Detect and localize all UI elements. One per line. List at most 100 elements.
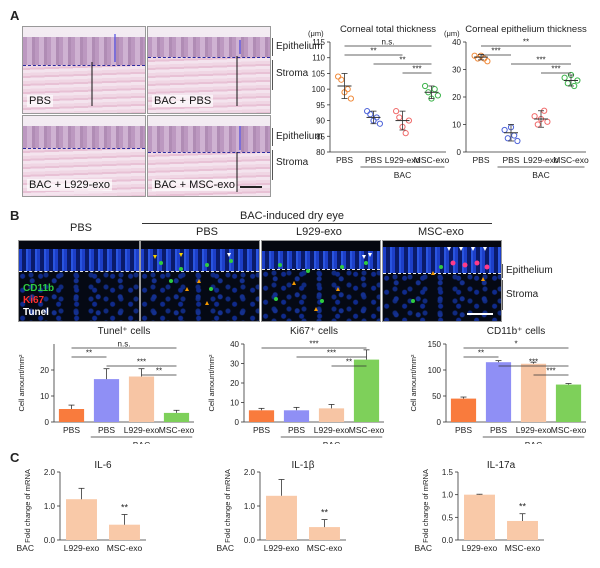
y-axis-label: Fold change of mRNA bbox=[23, 469, 32, 543]
panel-label-a: A bbox=[10, 8, 20, 23]
x-tick-label: PBS bbox=[98, 425, 115, 435]
bar bbox=[128, 376, 155, 422]
x-tick-label: MSC-exo bbox=[551, 425, 587, 435]
chart-cd11b-cells: CD11b⁺ cells 0 50 100 150 Cell amount/mm² PBS P… bbox=[409, 326, 587, 444]
bar bbox=[555, 384, 582, 422]
y-tick-label: 0 bbox=[457, 148, 462, 157]
significance-label: ** bbox=[156, 367, 162, 376]
fluorescence-bac-msc bbox=[382, 240, 502, 322]
stain-label-tunel: Tunel bbox=[23, 307, 49, 318]
chart-title: CD11b⁺ cells bbox=[487, 326, 545, 337]
x-tick-label: MSC-exo bbox=[307, 543, 343, 553]
scale-bar bbox=[240, 186, 262, 188]
data-point bbox=[335, 73, 342, 80]
y-tick-label: 40 bbox=[230, 340, 239, 349]
data-point bbox=[376, 120, 384, 127]
scale-bar bbox=[467, 313, 493, 315]
y-tick-label: 10 bbox=[452, 121, 461, 130]
data-point bbox=[484, 58, 491, 65]
significance-label: *** bbox=[536, 56, 545, 65]
bar bbox=[58, 409, 85, 422]
y-tick-label: 20 bbox=[230, 379, 239, 388]
y-tick-label: 2.0 bbox=[44, 468, 56, 477]
x-tick-label: L929-exo bbox=[385, 155, 421, 165]
bar bbox=[309, 527, 340, 540]
y-tick-label: 1.0 bbox=[44, 502, 56, 511]
micrograph-bac-msc: BAC + MSC-exo bbox=[147, 115, 271, 197]
y-axis-label: Cell amount/mm² bbox=[207, 354, 216, 412]
x-tick-label: PBS bbox=[490, 425, 507, 435]
data-point bbox=[534, 121, 541, 128]
group-label: BAC bbox=[217, 543, 234, 553]
data-point bbox=[514, 137, 521, 145]
significance-label: *** bbox=[529, 358, 538, 367]
chart-title: IL-17a bbox=[487, 460, 516, 471]
y-tick-label: 30 bbox=[452, 66, 461, 75]
bar bbox=[450, 398, 477, 422]
stain-label-cd11b: CD11b bbox=[23, 283, 55, 294]
bar bbox=[520, 363, 547, 422]
fluorescence-bac-pbs bbox=[140, 240, 260, 322]
significance-label: ** bbox=[399, 56, 405, 65]
fluorescence-pbs: CD11b Ki67 Tunel bbox=[18, 240, 140, 322]
group-label: BAC bbox=[525, 440, 542, 444]
y-tick-label: 105 bbox=[312, 69, 326, 78]
significance-label: n.s. bbox=[118, 340, 131, 349]
x-tick-label: L929-exo bbox=[314, 425, 350, 435]
x-tick-label: L929-exo bbox=[124, 425, 160, 435]
x-tick-label: PBS bbox=[365, 155, 382, 165]
bar bbox=[163, 412, 190, 422]
cell-markers bbox=[274, 253, 372, 311]
group-label: BAC bbox=[532, 170, 549, 180]
chart-il17a: IL-17a 0.0 0.5 1.0 1.5 Fold change of mRNA L92… bbox=[415, 460, 544, 553]
significance-label: ** bbox=[370, 47, 376, 56]
y-tick-label: 1.0 bbox=[244, 502, 256, 511]
group-label: BAC bbox=[394, 170, 411, 180]
micrograph-label: BAC + MSC-exo bbox=[152, 179, 237, 191]
x-tick-label: L929-exo bbox=[516, 425, 552, 435]
bar bbox=[66, 499, 97, 540]
significance-label: ** bbox=[478, 349, 484, 358]
chart-il6: IL-6 0.0 1.0 2.0 Fold change of mRNA L929-exo… bbox=[17, 460, 146, 553]
significance-label: ** bbox=[519, 502, 527, 512]
x-tick-label: L929-exo bbox=[523, 155, 559, 165]
data-point bbox=[544, 118, 551, 125]
x-tick-label: L929-exo bbox=[264, 543, 300, 553]
y-axis-label: Cell amount/mm² bbox=[17, 354, 26, 412]
y-tick-label: 10 bbox=[40, 392, 49, 401]
y-axis-label: Fold change of mRNA bbox=[421, 469, 430, 543]
data-point bbox=[422, 82, 429, 90]
y-axis-label: (μm) bbox=[308, 29, 324, 38]
y-tick-label: 110 bbox=[312, 54, 325, 63]
chart-title: Corneal epithelium thickness bbox=[465, 24, 587, 35]
x-tick-label: PBS bbox=[288, 425, 305, 435]
bar bbox=[464, 494, 495, 540]
group-header: BAC-induced dry eye bbox=[240, 210, 344, 222]
bar bbox=[266, 495, 297, 540]
chart-tunel-cells: Tunel⁺ cells 0 10 20 Cell amount/mm² PBS PBS L9… bbox=[17, 326, 195, 444]
cell-markers bbox=[411, 247, 490, 303]
y-tick-label: 0 bbox=[235, 418, 240, 427]
data-point bbox=[396, 114, 403, 121]
chart-ki67-cells: Ki67⁺ cells 0 10 20 30 40 Cell amount/mm² PBS PB… bbox=[207, 326, 385, 444]
chart-corneal-total-thickness: Corneal total thickness 80 85 90 95 100 105 110… bbox=[308, 24, 449, 180]
y-tick-label: 50 bbox=[432, 392, 441, 401]
y-tick-label: 1.5 bbox=[442, 468, 454, 477]
stain-label-ki67: Ki67 bbox=[23, 295, 45, 306]
bar bbox=[507, 520, 538, 540]
panel-label-c: C bbox=[10, 450, 20, 465]
y-tick-label: 10 bbox=[230, 399, 239, 408]
layer-epithelium-label: Epithelium bbox=[276, 41, 323, 52]
y-axis-label: Fold change of mRNA bbox=[223, 469, 232, 543]
data-point bbox=[344, 86, 351, 93]
data-point bbox=[434, 92, 441, 99]
y-tick-label: 95 bbox=[316, 101, 325, 110]
col-header-bac-l929: L929-exo bbox=[296, 226, 342, 238]
x-tick-label: MSC-exo bbox=[349, 425, 385, 435]
data-point bbox=[504, 135, 511, 142]
y-tick-label: 1.0 bbox=[442, 491, 454, 500]
y-tick-label: 2.0 bbox=[244, 468, 256, 477]
layer-stroma-label: Stroma bbox=[276, 157, 309, 168]
x-tick-label: MSC-exo bbox=[159, 425, 195, 435]
y-tick-label: 0.0 bbox=[244, 536, 256, 545]
